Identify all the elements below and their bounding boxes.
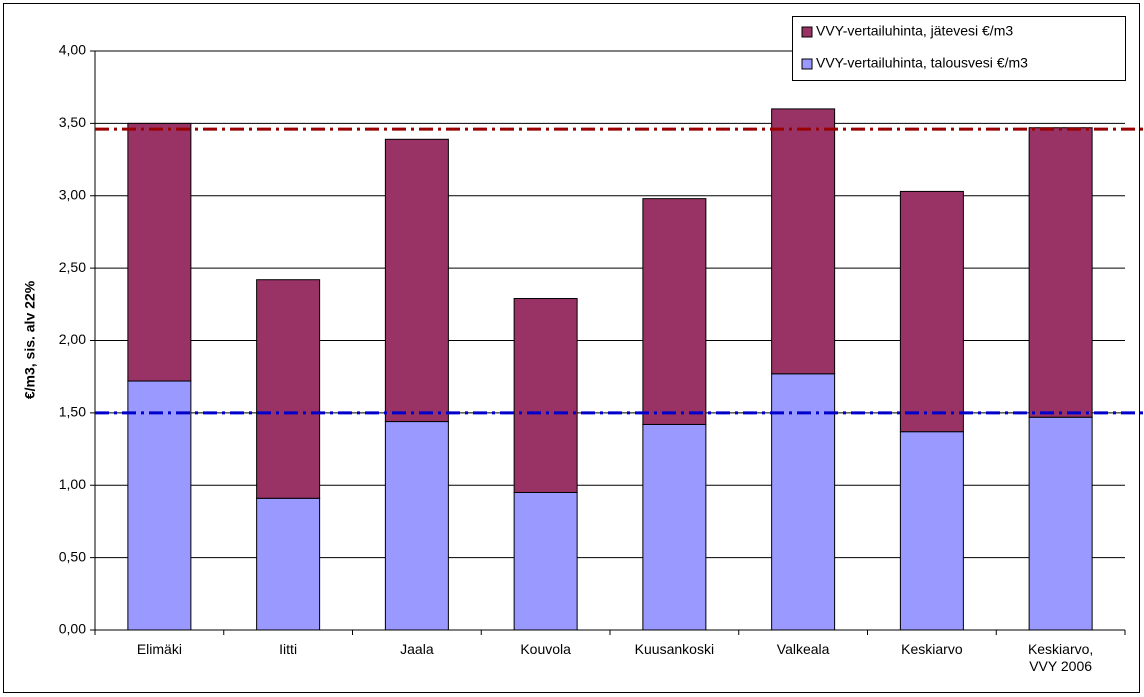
y-tick-label: 3,00 xyxy=(59,186,86,202)
bar-segment xyxy=(384,138,449,423)
legend-label: VVY-vertailuhinta, talousvesi €/m3 xyxy=(816,55,1028,71)
y-tick-label: 1,00 xyxy=(59,476,86,492)
y-tick-label: 4,00 xyxy=(59,42,86,58)
bar-segment xyxy=(384,421,449,631)
bar-segment xyxy=(899,190,964,433)
bar-segment xyxy=(127,122,192,382)
y-axis-title: €/m3, sis. alv 22% xyxy=(22,280,38,399)
bar-segment xyxy=(1028,127,1093,418)
legend-box xyxy=(792,16,1126,81)
x-tick-label: Iitti xyxy=(279,641,298,657)
bar-segment xyxy=(256,497,321,631)
bar-segment xyxy=(513,491,578,631)
x-tick-label: Kouvola xyxy=(520,641,571,657)
y-tick-label: 2,50 xyxy=(59,259,86,275)
legend-swatch xyxy=(801,58,813,70)
y-tick-label: 1,50 xyxy=(59,404,86,420)
legend-swatch xyxy=(801,26,813,38)
bar-segment xyxy=(1028,416,1093,631)
legend-label: VVY-vertailuhinta, jätevesi €/m3 xyxy=(816,23,1013,39)
bar-segment xyxy=(771,108,836,375)
y-tick-label: 2,00 xyxy=(59,331,86,347)
bar-segment xyxy=(899,431,964,631)
x-tick-label: Jaala xyxy=(400,641,434,657)
x-tick-label: Kuusankoski xyxy=(634,641,715,657)
x-tick-label: Keskiarvo, VVY 2006 xyxy=(1027,641,1094,674)
bar-segment xyxy=(256,279,321,499)
bar-segment xyxy=(642,198,707,425)
y-tick-label: 0,00 xyxy=(59,621,86,637)
bar-segment xyxy=(513,298,578,493)
y-tick-label: 0,50 xyxy=(59,548,86,564)
x-tick-label: Elimäki xyxy=(136,641,182,657)
x-tick-label: Valkeala xyxy=(776,641,830,657)
bar-segment xyxy=(127,380,192,631)
y-tick-label: 3,50 xyxy=(59,114,86,130)
x-tick-label: Keskiarvo xyxy=(901,641,963,657)
bar-segment xyxy=(642,423,707,631)
